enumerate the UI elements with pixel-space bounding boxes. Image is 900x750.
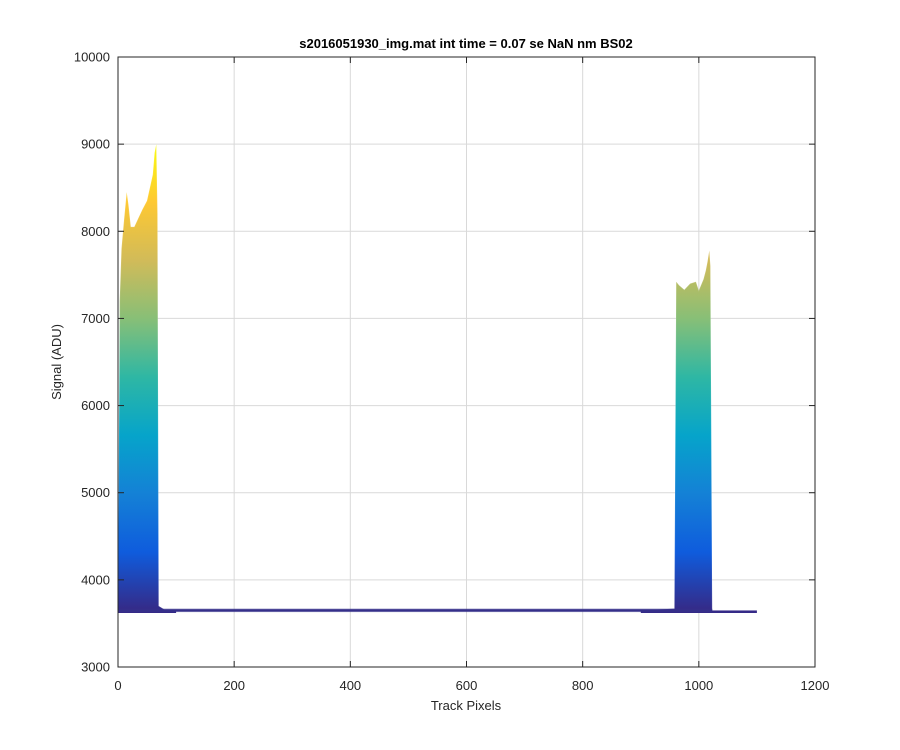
- y-tick-label: 6000: [81, 398, 110, 413]
- y-tick-label: 10000: [74, 50, 110, 65]
- x-tick-label: 1200: [801, 678, 830, 693]
- series-2-envelope: [640, 250, 757, 611]
- y-tick-label: 9000: [81, 137, 110, 152]
- series-2-band: [640, 250, 757, 613]
- x-ticks: 0 200 400 600 800 1000 1200: [114, 57, 829, 693]
- y-axis-label: Signal (ADU): [49, 324, 64, 400]
- baseline-noise: [118, 608, 713, 613]
- x-tick-label: 0: [114, 678, 121, 693]
- x-tick-label: 200: [223, 678, 245, 693]
- plot-area: [117, 144, 757, 613]
- y-tick-label: 7000: [81, 311, 110, 326]
- x-tick-label: 400: [339, 678, 361, 693]
- y-tick-label: 4000: [81, 572, 110, 587]
- x-tick-label: 800: [572, 678, 594, 693]
- series-1-envelope: [117, 144, 177, 611]
- x-axis-label: Track Pixels: [431, 698, 502, 713]
- x-tick-label: 1000: [684, 678, 713, 693]
- y-tick-label: 5000: [81, 485, 110, 500]
- x-tick-label: 600: [456, 678, 478, 693]
- y-tick-label: 8000: [81, 224, 110, 239]
- y-tick-label: 3000: [81, 660, 110, 675]
- series-1-band: [118, 144, 177, 613]
- y-ticks: 3000 4000 5000 6000 7000 8000 9000 10000: [74, 50, 815, 675]
- chart-title: s2016051930_img.mat int time = 0.07 se N…: [299, 36, 633, 51]
